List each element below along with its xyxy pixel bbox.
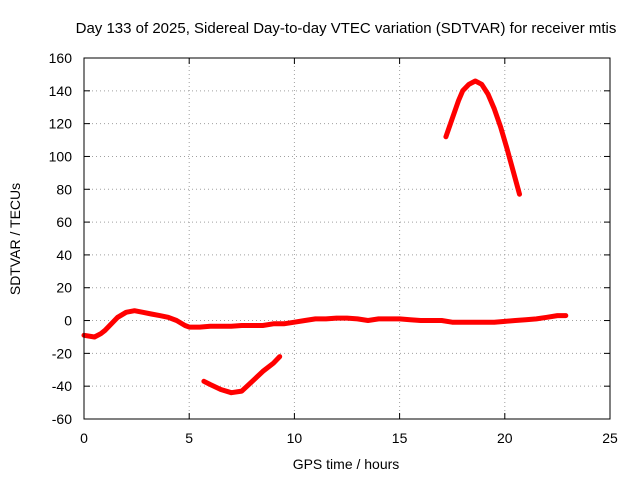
- x-tick-label: 15: [392, 430, 408, 446]
- y-tick-label: -20: [52, 345, 72, 361]
- y-tick-label: 0: [64, 313, 72, 329]
- y-tick-label: 60: [56, 214, 72, 230]
- y-tick-label: 140: [49, 83, 73, 99]
- series-line-2: [201, 354, 283, 396]
- y-tick-label: 160: [49, 50, 73, 66]
- y-tick-label: 40: [56, 247, 72, 263]
- x-axis-label: GPS time / hours: [293, 456, 400, 472]
- series-line-3: [443, 78, 522, 197]
- y-axis-label: SDTVAR / TECUs: [7, 183, 23, 295]
- y-tick-label: 120: [49, 116, 73, 132]
- x-tick-label: 20: [497, 430, 513, 446]
- y-tick-label: 100: [49, 148, 73, 164]
- plot-frame: [83, 57, 611, 420]
- tick-layer: [83, 57, 611, 420]
- y-tick-label: 20: [56, 280, 72, 296]
- y-tick-label: -60: [52, 411, 72, 427]
- series-layer: [81, 78, 569, 396]
- y-tick-label: -40: [52, 378, 72, 394]
- y-tick-label: 80: [56, 181, 72, 197]
- x-tick-label: 0: [80, 430, 88, 446]
- x-tick-label: 5: [185, 430, 193, 446]
- chart-title: Day 133 of 2025, Sidereal Day-to-day VTE…: [76, 20, 617, 37]
- x-tick-label: 10: [287, 430, 303, 446]
- series-line-1: [81, 308, 569, 340]
- label-layer: 0 5 10 15 20 25 -60 -40 -20 0 20 40 60 80 100 120 140 160: [49, 50, 618, 446]
- grid-layer: [84, 58, 610, 419]
- x-tick-label: 25: [602, 430, 618, 446]
